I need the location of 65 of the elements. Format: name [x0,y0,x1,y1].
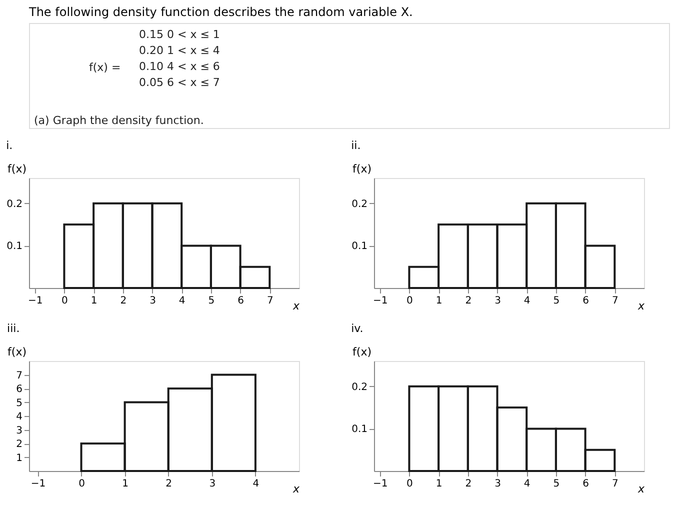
x-tick-label: 5 [553,478,560,490]
x-tick-label: 7 [266,296,274,306]
x-tick-label: 0 [406,296,413,306]
y-axis-title: f(x) [8,346,26,358]
x-tick-label: 0 [406,478,413,490]
chart-title: i. [6,139,13,152]
text: 0.10 4 < x ≤ 6 [139,60,220,73]
y-tick-label: 0.2 [352,198,368,210]
x-tick-label: 0 [78,478,85,490]
text: 0.20 1 < x ≤ 4 [139,44,220,57]
y-tick-label: 1 [16,452,22,464]
y-tick-label: 7 [16,370,22,382]
y-axis-title: f(x) [352,346,372,358]
x-tick-label: 4 [524,478,530,490]
x-tick-label: 3 [494,296,501,306]
x-tick-label: 3 [209,478,216,490]
chart-title: iii. [7,322,20,335]
y-tick-label: 3 [16,425,22,436]
x-tick-label: 1 [436,478,442,490]
x-tick-label: −1 [372,478,388,490]
x-tick-label: −1 [28,296,43,306]
y-tick-label: 0.1 [352,424,368,436]
x-tick-label: 4 [178,296,186,306]
x-tick-label: 1 [436,296,442,306]
x-tick-label: 7 [612,296,618,306]
y-tick-label: 4 [16,412,22,422]
x-tick-label: 2 [465,296,472,306]
x-axis-title: x [292,482,300,496]
x-tick-label: 2 [120,296,127,306]
x-tick-label: 5 [208,296,215,306]
x-tick-label: 6 [582,296,589,306]
x-tick-label: 7 [612,478,618,490]
y-tick-label: 2 [16,439,22,450]
y-tick-label: 5 [16,398,22,409]
text: f(x) = [89,61,121,74]
x-tick-label: 3 [494,478,501,490]
x-axis-title: x [292,300,300,312]
y-tick-label: 0.1 [352,241,368,252]
chart-title: ii. [351,139,361,152]
x-tick-label: 2 [465,478,472,490]
chart-title: iv. [351,322,364,335]
x-tick-label: 5 [553,296,560,306]
y-tick-label: 0.2 [6,198,22,210]
x-tick-label: 1 [90,296,98,306]
text: 0.05 6 < x ≤ 7 [139,76,220,89]
x-tick-label: 6 [238,296,244,306]
x-tick-label: 6 [582,478,589,490]
x-axis-title: x [636,482,645,496]
x-tick-label: 0 [62,296,68,306]
x-tick-label: −1 [372,296,388,306]
text: The following density function describes the random variable X. [28,5,413,19]
x-tick-label: 1 [122,478,128,490]
text: 0.15 0 < x ≤ 1 [139,28,220,41]
x-axis-title: x [636,300,645,312]
x-tick-label: 2 [166,478,172,490]
y-axis-title: f(x) [8,162,26,176]
y-tick-label: 6 [16,384,22,395]
y-axis-title: f(x) [352,162,372,176]
x-tick-label: 4 [524,296,530,306]
y-tick-label: 0.2 [352,382,368,393]
y-tick-label: 0.1 [6,241,22,252]
x-tick-label: 4 [252,478,260,490]
x-tick-label: 3 [150,296,156,306]
text: (a) Graph the density function. [34,114,204,127]
x-tick-label: −1 [30,478,46,490]
